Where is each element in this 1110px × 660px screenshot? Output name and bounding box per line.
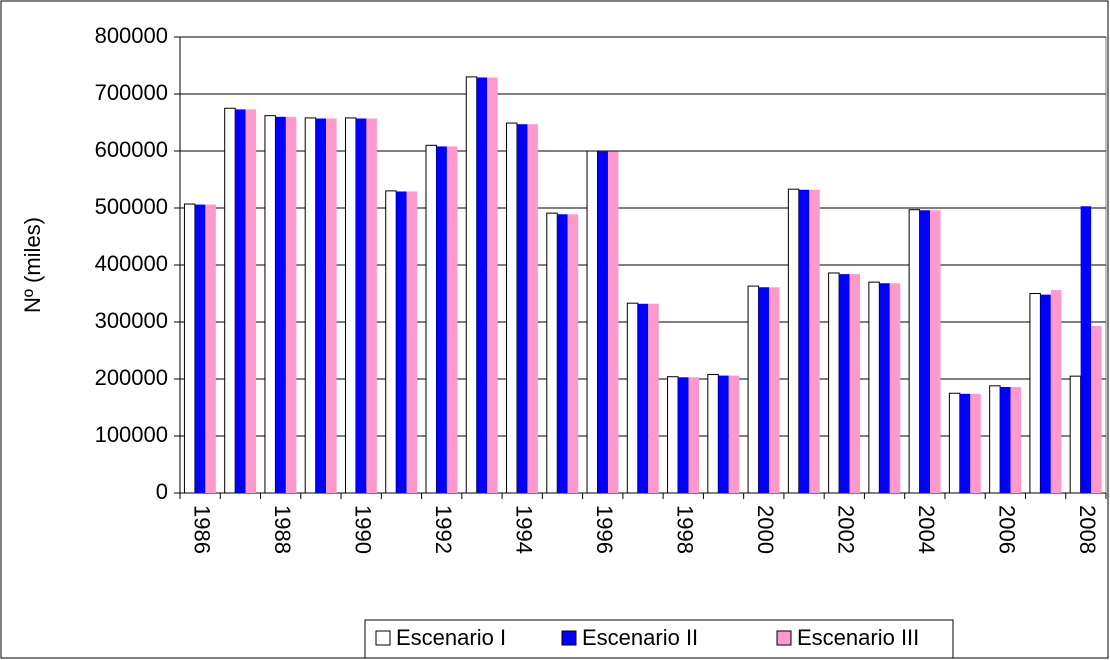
bar [787,188,800,494]
y-tick-label: 800000 [95,23,168,48]
bar [516,124,528,494]
bar [989,385,1001,494]
bar [1029,293,1041,494]
y-tick-label: 400000 [95,251,168,276]
bar [1080,206,1092,494]
x-tick-label: 2000 [753,505,778,554]
bar [506,122,518,494]
bar [959,393,971,493]
bar [948,392,961,494]
bar [798,189,810,493]
x-tick-label: 1998 [672,505,697,554]
bar [758,287,770,493]
bar [183,203,196,494]
legend-swatch [375,630,391,646]
legend-label: Escenario II [582,625,698,650]
bar [304,117,317,494]
bar [970,393,981,493]
bar [264,115,276,494]
bar [637,303,649,493]
y-tick-label: 200000 [95,365,168,390]
bar [879,283,890,493]
bar [406,191,418,493]
bar [678,377,689,493]
bar [385,190,397,494]
bar [205,204,216,493]
y-tick-label: 0 [156,479,168,504]
bar [315,118,327,493]
y-tick-label: 100000 [95,422,168,447]
bar [747,285,760,494]
bar [465,76,478,494]
bar [718,375,729,493]
y-tick-label: 600000 [95,137,168,162]
bar [828,272,840,494]
bar [667,376,679,494]
x-tick-label: 1994 [511,505,536,554]
bar [648,303,659,493]
bar [446,146,458,493]
x-tick-label: 1992 [431,505,456,554]
bar [344,117,357,494]
bar [707,373,719,494]
x-tick-label: 2004 [914,505,939,554]
y-tick-label: 700000 [95,80,168,105]
bar [839,274,850,493]
bar [597,151,608,493]
bar [1040,294,1051,493]
bar [809,189,820,493]
bar [546,212,558,494]
legend-swatch [561,630,577,646]
bar [607,151,619,493]
bar [889,283,901,493]
bar [868,281,880,494]
bar [849,274,861,493]
bar [487,77,498,493]
bar [366,118,377,493]
bar [769,287,780,493]
y-tick-label: 300000 [95,308,168,333]
bar [1091,325,1102,493]
bar [1050,290,1062,493]
bar [626,302,639,494]
bar [476,77,488,493]
bar [1010,386,1022,493]
x-tick-label: 2006 [995,505,1020,554]
bar [527,124,538,494]
bar [436,146,447,493]
bar [1069,375,1082,494]
legend-swatch [776,630,792,646]
bar [425,144,437,494]
x-tick-label: 1986 [189,505,214,554]
bar [919,210,931,493]
bar [930,210,941,493]
x-tick-label: 2002 [833,505,858,554]
bar [235,109,246,493]
x-tick-label: 2008 [1075,505,1100,554]
x-tick-label: 1996 [592,505,617,554]
bar [194,204,206,493]
bar [688,377,699,493]
bar [355,118,367,493]
bar [728,375,740,493]
bar [275,116,286,494]
y-tick-label: 500000 [95,194,168,219]
bar [557,214,568,493]
bar [285,116,297,494]
legend-label: Escenario III [797,625,919,650]
bar [326,118,337,493]
bar [567,214,579,493]
bar [586,150,599,494]
legend-label: Escenario I [396,625,506,650]
x-tick-label: 1990 [350,505,375,554]
bar [224,107,236,494]
y-axis-label: Nº (miles) [20,217,45,313]
x-tick-label: 1988 [270,505,295,554]
bar [1000,386,1011,493]
legend-box [364,619,954,659]
bar [245,109,257,493]
bar [396,191,407,493]
bar [908,209,921,494]
